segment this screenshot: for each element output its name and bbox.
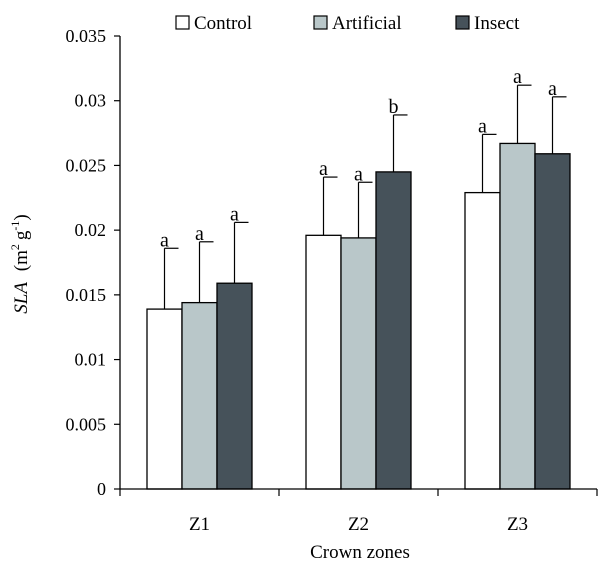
legend-label-control: Control: [194, 13, 252, 34]
legend-label-artificial: Artificial: [332, 13, 402, 34]
y-tick-label: 0: [97, 479, 106, 499]
bar-insect: [534, 153, 571, 490]
significance-label: a: [319, 158, 328, 180]
bar-artificial: [340, 237, 377, 490]
legend-swatch-artificial: [313, 15, 328, 30]
y-axis-title-unit-exp2: -1: [8, 221, 22, 231]
bar-insect: [216, 282, 253, 490]
legend-label-insect: Insect: [474, 13, 520, 34]
y-axis-title-unit-base: m: [11, 250, 32, 265]
x-axis: Z1 Z2 Z3: [119, 488, 598, 535]
y-tick-label: 0.015: [66, 285, 107, 305]
y-axis-title: SLA (m2g-1): [8, 214, 32, 313]
significance-label: a: [478, 115, 487, 137]
x-category-label: Z3: [507, 514, 528, 535]
legend: Control Artificial Insect: [175, 13, 520, 34]
significance-label: a: [513, 66, 522, 88]
bar-control: [464, 191, 501, 490]
y-axis-title-unit-exp: 2: [8, 244, 22, 250]
legend-swatch-insect: [455, 15, 470, 30]
bar-control: [305, 234, 342, 490]
x-category-label: Z1: [189, 514, 210, 535]
bar-artificial: [499, 142, 536, 490]
bar-insect: [375, 171, 412, 490]
bar-control: [146, 308, 183, 490]
significance-label: a: [548, 78, 557, 100]
bars: a a a a a b a a a: [146, 66, 571, 490]
y-axis: 0 0.005 0.01 0.015 0.02 0.025 0.03 0.035: [66, 26, 121, 499]
y-tick-label: 0.01: [75, 350, 107, 370]
x-category-label: Z2: [348, 514, 369, 535]
significance-label: a: [230, 203, 239, 225]
bar-artificial: [181, 301, 218, 490]
significance-label: a: [354, 163, 363, 185]
y-axis-title-unit-mid: g: [11, 230, 32, 240]
y-tick-label: 0.02: [75, 220, 107, 240]
y-tick-label: 0.035: [66, 26, 107, 46]
significance-label: b: [389, 96, 399, 118]
y-tick-label: 0.005: [66, 414, 107, 434]
y-tick-label: 0.03: [75, 91, 107, 111]
legend-swatch-control: [175, 15, 190, 30]
y-axis-title-main: SLA: [11, 282, 32, 314]
x-axis-title: Crown zones: [310, 542, 410, 563]
y-tick-label: 0.025: [66, 155, 107, 175]
significance-label: a: [160, 229, 169, 251]
significance-label: a: [195, 223, 204, 245]
